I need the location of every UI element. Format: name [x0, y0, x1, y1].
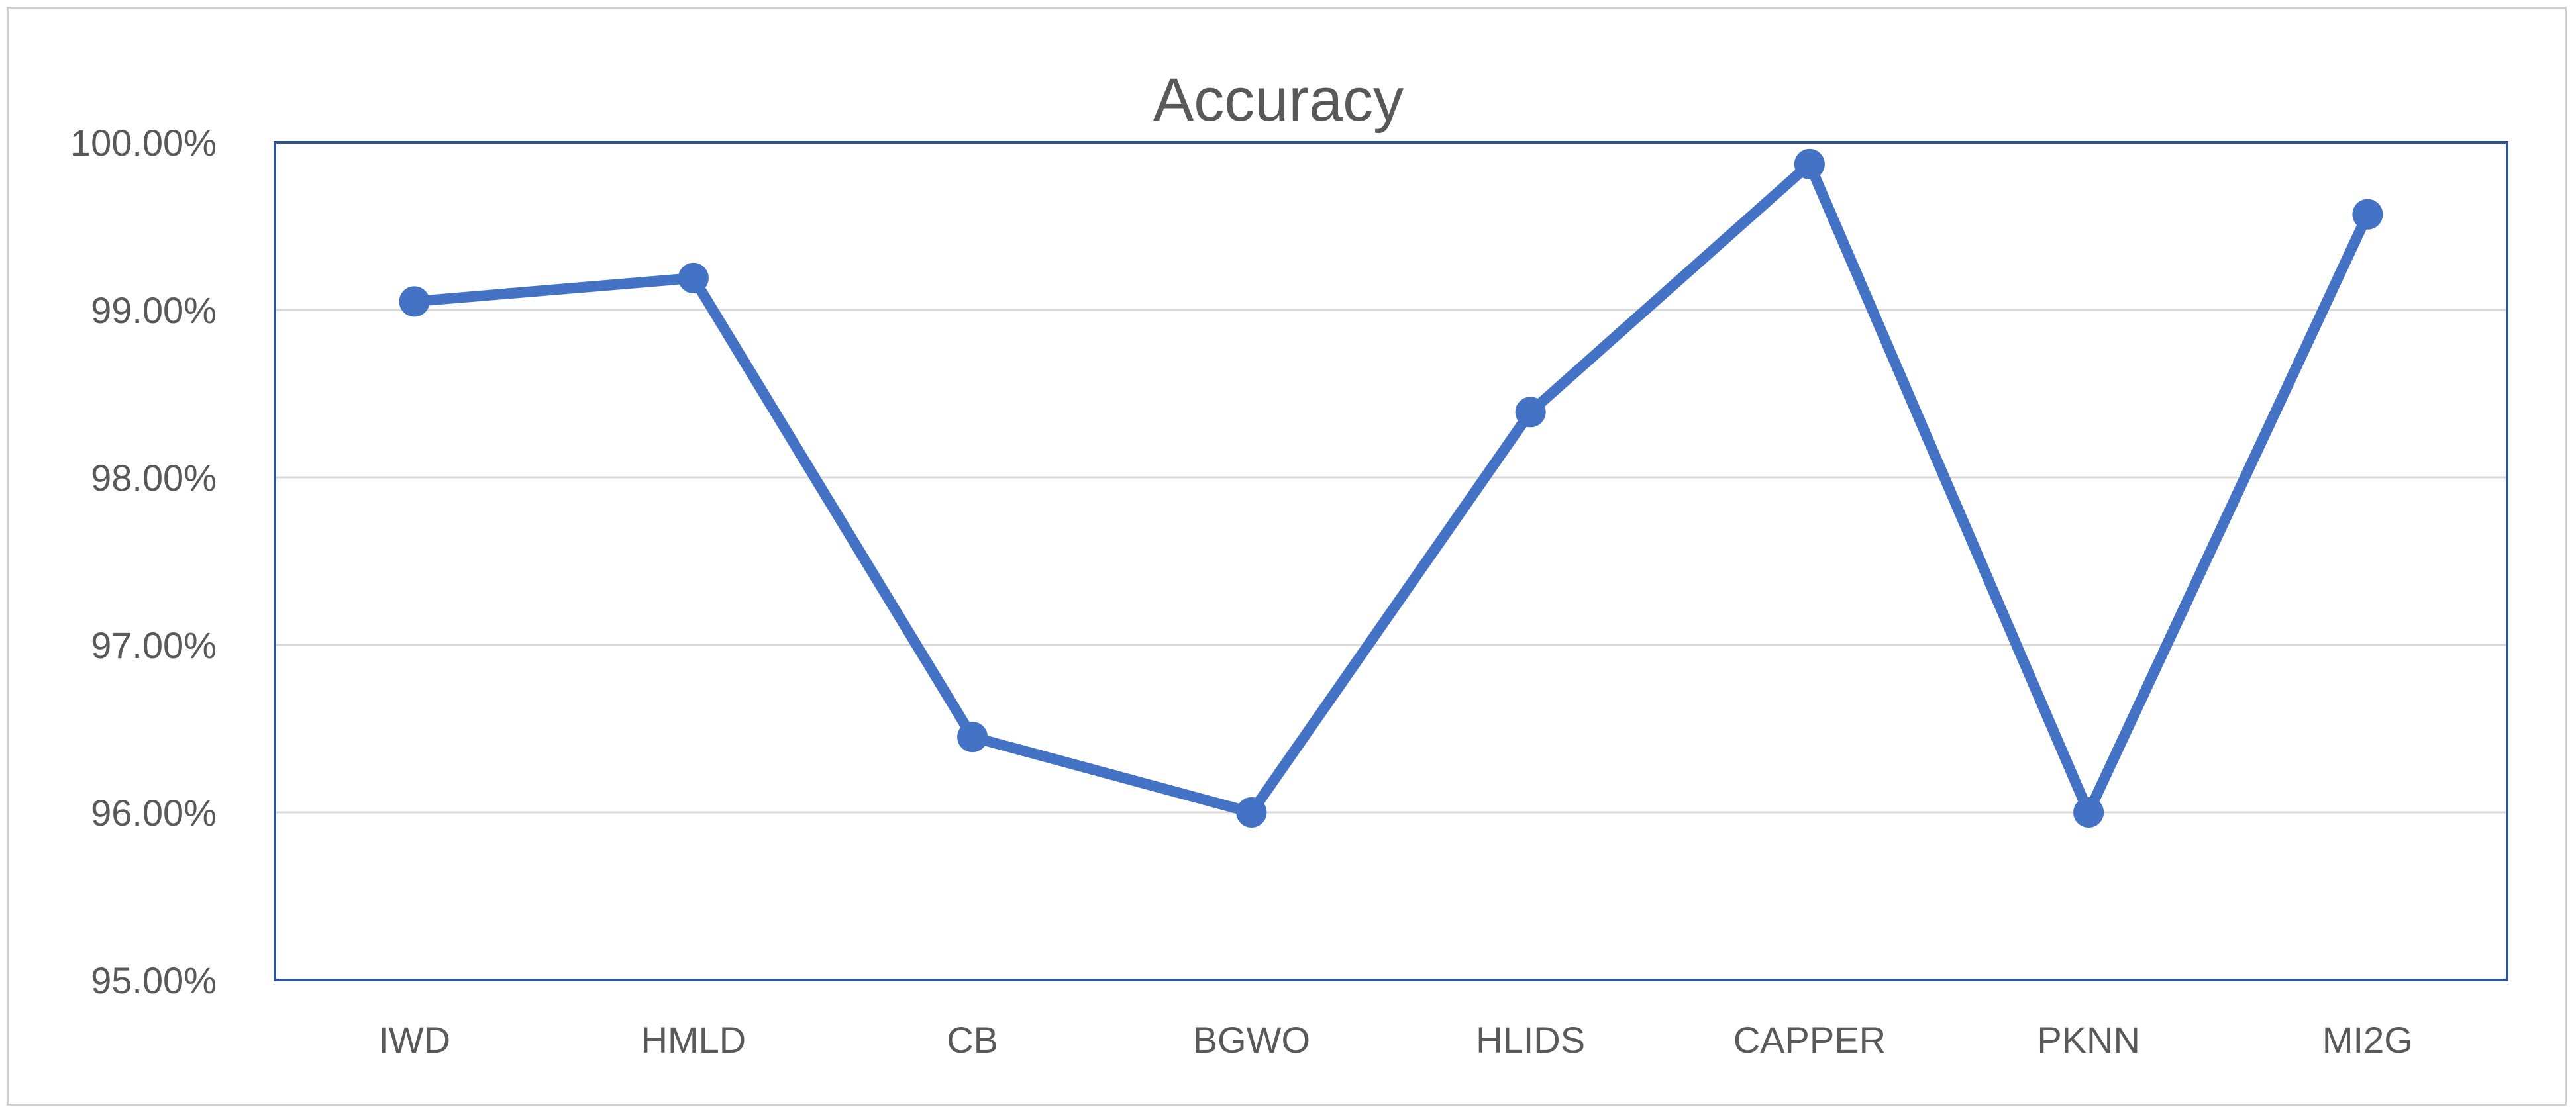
- grid-lines: [275, 309, 2507, 814]
- data-point-mi2g: [2352, 199, 2383, 230]
- data-point-iwd: [399, 286, 430, 317]
- y-tick-label: 95.00%: [91, 959, 217, 1001]
- data-points: [399, 148, 2383, 828]
- x-tick-label: IWD: [378, 1019, 450, 1061]
- data-point-hlids: [1515, 397, 1546, 428]
- plot-area-border: [274, 141, 2508, 981]
- data-point-cb: [957, 722, 988, 753]
- y-tick-label: 99.00%: [91, 289, 217, 331]
- data-point-pknn: [2073, 797, 2104, 828]
- y-tick-label: 97.00%: [91, 624, 217, 666]
- x-tick-label: BGWO: [1193, 1019, 1310, 1061]
- x-tick-label: CB: [947, 1019, 998, 1061]
- chart-title: Accuracy: [1153, 66, 1404, 134]
- data-point-capper: [1794, 148, 1825, 179]
- y-tick-label: 96.00%: [91, 792, 217, 834]
- x-tick-label: CAPPER: [1733, 1019, 1886, 1061]
- x-tick-label: HMLD: [641, 1019, 747, 1061]
- data-point-hmld: [678, 262, 709, 293]
- data-point-bgwo: [1236, 797, 1267, 828]
- x-axis-tick-labels: IWD HMLD CB BGWO HLIDS CAPPER PKNN MI2G: [378, 1019, 2413, 1061]
- y-axis-tick-labels: 95.00% 96.00% 97.00% 98.00% 99.00% 100.00%: [70, 122, 217, 1001]
- series-line: [409, 158, 2373, 818]
- x-tick-label: MI2G: [2322, 1019, 2413, 1061]
- chart-frame: [7, 7, 2567, 1106]
- y-tick-label: 100.00%: [70, 122, 217, 164]
- y-tick-label: 98.00%: [91, 457, 217, 499]
- x-tick-label: HLIDS: [1476, 1019, 1585, 1061]
- x-tick-label: PKNN: [2037, 1019, 2140, 1061]
